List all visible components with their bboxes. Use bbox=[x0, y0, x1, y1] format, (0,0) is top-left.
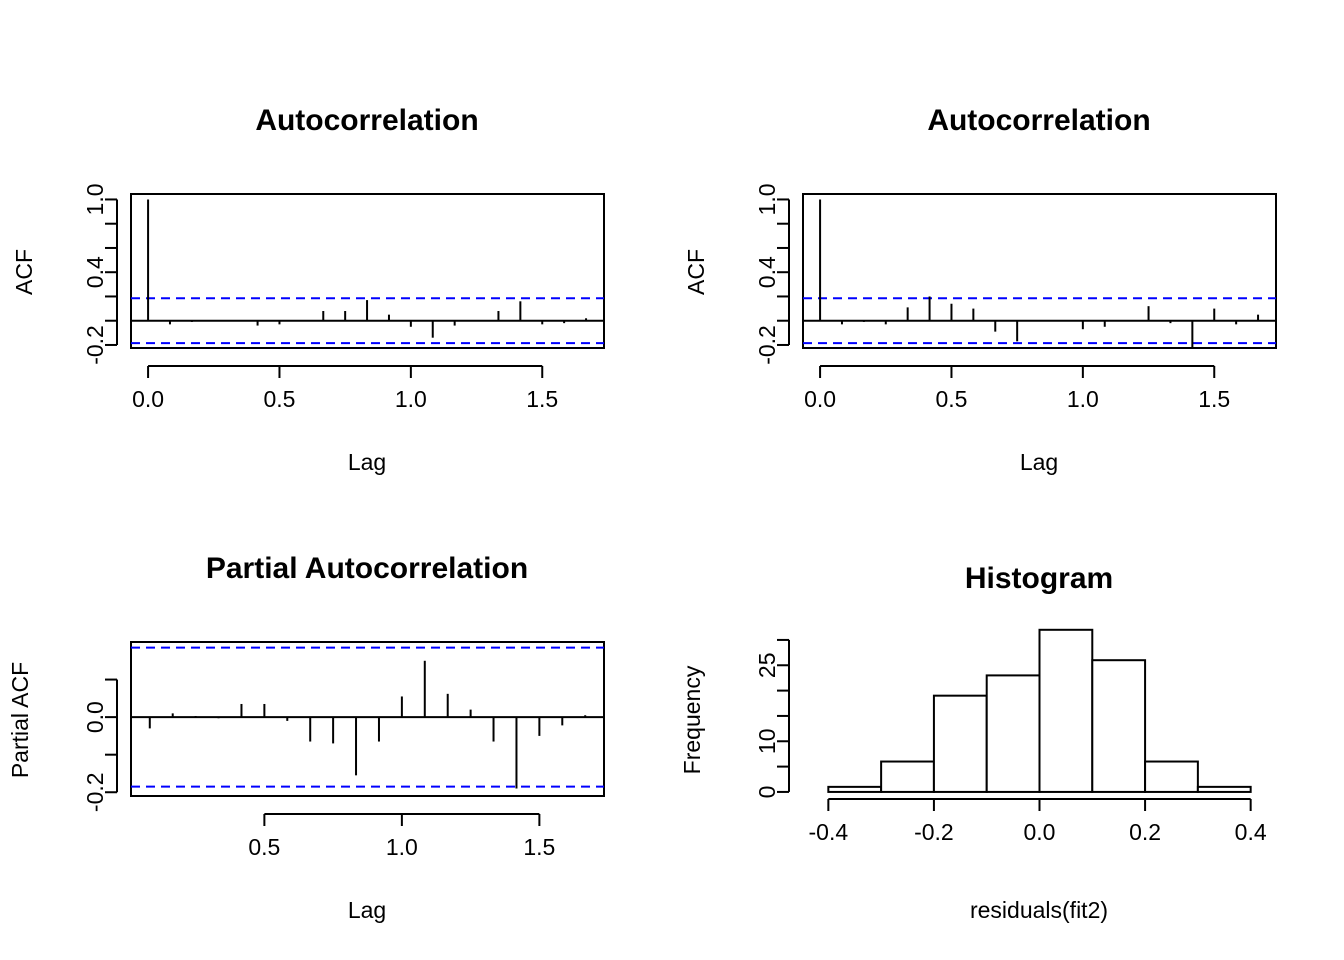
chart-title: Partial Autocorrelation bbox=[206, 552, 528, 585]
x-tick-label: 0.5 bbox=[263, 386, 295, 412]
y-tick-label: 0.0 bbox=[82, 701, 108, 733]
x-tick-label: 0.4 bbox=[1235, 819, 1267, 845]
x-tick-label: 1.0 bbox=[386, 834, 418, 860]
histogram-bar bbox=[932, 694, 988, 793]
histogram-bar bbox=[985, 674, 1041, 793]
y-tick-label: -0.2 bbox=[82, 325, 108, 365]
y-tick-label: 0.4 bbox=[754, 256, 780, 288]
histogram-bar bbox=[1091, 659, 1147, 793]
acf-panel-2: Autocorrelation Lag ACF 0.0 0.5 1.0 1.5 -0.2… bbox=[683, 104, 1277, 475]
x-axis-label: Lag bbox=[348, 449, 386, 475]
x-tick-label: 0.0 bbox=[1024, 819, 1056, 845]
acf-panel-1: Autocorrelation Lag ACF 0.0 0.5 1.0 1.5 -0.2… bbox=[11, 104, 605, 475]
histogram-bar bbox=[880, 760, 935, 793]
plot-frame bbox=[130, 641, 605, 797]
x-tick-label: 0.5 bbox=[248, 834, 280, 860]
x-tick-label: 1.5 bbox=[526, 386, 558, 412]
x-axis-label: Lag bbox=[1020, 449, 1058, 475]
x-axis-label: residuals(fit2) bbox=[970, 897, 1108, 923]
histogram-bar bbox=[1196, 785, 1252, 793]
pacf-panel: Partial Autocorrelation Lag Partial ACF … bbox=[7, 552, 605, 923]
x-axis-label: Lag bbox=[348, 897, 386, 923]
y-tick-label: 0 bbox=[754, 786, 780, 799]
y-tick-label: -0.2 bbox=[754, 325, 780, 365]
y-tick-label: -0.2 bbox=[82, 772, 108, 812]
x-tick-label: 1.5 bbox=[523, 834, 555, 860]
chart-title: Histogram bbox=[965, 562, 1113, 595]
x-tick-label: 0.0 bbox=[804, 386, 836, 412]
y-tick-label: 10 bbox=[754, 728, 780, 754]
y-axis-label: Partial ACF bbox=[7, 662, 33, 778]
x-tick-label: 1.0 bbox=[1067, 386, 1099, 412]
chart-title: Autocorrelation bbox=[255, 104, 478, 137]
acf-marks: 0.0 0.5 1.0 1.5 -0.2 0.4 1.0 bbox=[754, 183, 1277, 412]
histogram-marks: -0.4 -0.2 0.0 0.2 0.4 0 10 25 bbox=[754, 628, 1267, 845]
x-tick-label: 0.0 bbox=[132, 386, 164, 412]
histogram-bar bbox=[1144, 760, 1199, 793]
y-tick-label: 1.0 bbox=[754, 183, 780, 215]
y-tick-label: 0.4 bbox=[82, 256, 108, 288]
y-tick-label: 1.0 bbox=[82, 183, 108, 215]
x-tick-label: 1.0 bbox=[395, 386, 427, 412]
histogram-panel: Histogram residuals(fit2) Frequency -0.4… bbox=[679, 562, 1267, 923]
plot-frame bbox=[802, 193, 1277, 349]
y-axis-label: ACF bbox=[683, 249, 709, 295]
y-axis-label: Frequency bbox=[679, 665, 705, 774]
plot-frame bbox=[130, 193, 605, 349]
chart-title: Autocorrelation bbox=[927, 104, 1150, 137]
x-tick-label: 0.5 bbox=[935, 386, 967, 412]
x-tick-label: 0.2 bbox=[1129, 819, 1161, 845]
x-tick-label: -0.2 bbox=[914, 819, 954, 845]
histogram-bar bbox=[827, 785, 883, 793]
x-tick-label: -0.4 bbox=[809, 819, 849, 845]
x-tick-label: 1.5 bbox=[1198, 386, 1230, 412]
y-axis-label: ACF bbox=[11, 249, 37, 295]
histogram-bar bbox=[1038, 628, 1094, 793]
acf-marks: 0.0 0.5 1.0 1.5 -0.2 0.4 1.0 bbox=[82, 183, 605, 412]
y-tick-label: 25 bbox=[754, 652, 780, 678]
pacf-marks: 0.5 1.0 1.5 -0.2 0.0 bbox=[82, 641, 605, 860]
